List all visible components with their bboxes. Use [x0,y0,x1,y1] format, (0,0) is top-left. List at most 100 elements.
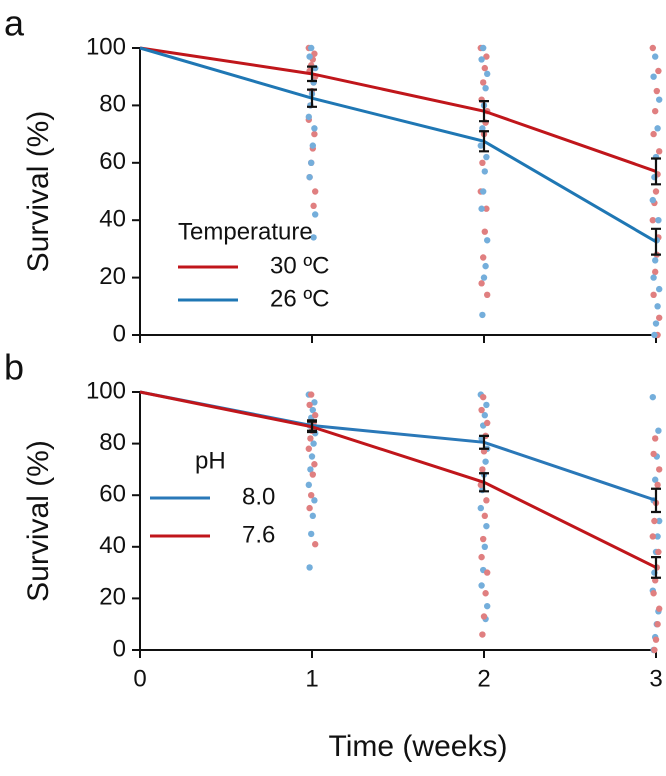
y-tick-label: 40 [99,206,126,233]
data-point [311,461,318,468]
data-point [483,522,490,530]
data-point [312,188,319,195]
error-bar [479,434,489,450]
data-point [484,569,491,576]
data-point [649,393,656,401]
data-point [655,427,662,434]
x-tick-label: 3 [649,665,662,692]
data-point [308,159,315,166]
data-point [478,56,485,63]
data-point [478,582,485,589]
data-point [308,453,316,460]
y-tick-label: 20 [99,263,126,290]
data-point [479,159,486,166]
data-point [306,401,313,409]
data-point [480,535,487,543]
data-point [649,533,656,540]
data-point [481,64,488,72]
data-point [311,50,318,57]
y-tick-label: 80 [99,91,126,118]
x-tick-label: 1 [305,665,318,692]
data-point [478,280,485,287]
data-point [306,504,313,512]
data-point [481,168,488,175]
data-point [309,406,316,414]
data-point [311,130,318,138]
data-point [478,205,485,212]
error-bar [479,130,489,153]
data-point [650,590,657,597]
legend-title: pH [195,447,226,474]
data-point [650,130,657,138]
data-point [484,291,491,299]
data-point [305,113,312,121]
data-point [654,533,661,540]
data-point [311,125,318,132]
data-point [483,401,490,409]
data-point [310,234,317,241]
y-tick-label: 100 [86,33,126,60]
data-point [481,543,488,550]
y-tick-label: 60 [99,481,126,508]
data-point [479,311,486,319]
data-point [653,87,660,95]
data-point [652,435,659,442]
error-bar [651,227,661,256]
error-bar [651,157,661,186]
error-bar [307,65,317,83]
data-point [482,84,489,92]
data-point [480,44,487,52]
data-point [306,564,313,571]
data-point [307,435,314,442]
data-point [654,125,661,132]
data-point [479,125,486,132]
data-point [306,173,313,181]
data-point [484,419,491,427]
data-point [483,497,490,504]
x-axis-label: Time (weeks) [329,730,508,763]
data-point [652,53,659,60]
data-point [654,621,661,628]
panel-label: b [4,347,24,388]
data-point [481,512,488,520]
data-point [480,79,487,86]
panel-label: a [4,3,25,44]
data-point [651,646,658,654]
data-point [655,548,662,556]
y-tick-label: 80 [99,429,126,456]
legend-label: 30 ºC [270,252,329,279]
data-point [305,481,312,489]
data-point [649,217,656,224]
data-point [651,331,658,339]
data-point [478,553,485,561]
x-tick-label: 0 [133,665,146,692]
data-point [484,602,491,610]
data-point [482,458,489,465]
series-line [139,46,657,244]
data-point [312,541,319,548]
data-point [652,268,659,276]
y-tick-label: 0 [113,635,126,662]
data-point [649,196,656,204]
data-point [477,504,484,512]
data-point [480,188,487,195]
y-axis-label: Survival (%) [22,111,55,273]
x-tick-label: 2 [477,665,490,692]
error-bar [307,88,317,108]
data-point [656,517,663,525]
data-point [311,497,318,504]
data-point [656,605,663,612]
data-point [309,512,316,520]
data-point [656,314,663,321]
data-point [480,613,488,620]
legend-label: 7.6 [242,521,275,548]
data-point [654,303,661,310]
data-point [481,228,488,235]
data-point [656,285,663,293]
data-point [652,636,660,643]
data-point [655,67,662,75]
data-point [311,399,318,406]
data-point [655,217,662,224]
data-point [310,440,317,447]
data-point [477,142,484,149]
